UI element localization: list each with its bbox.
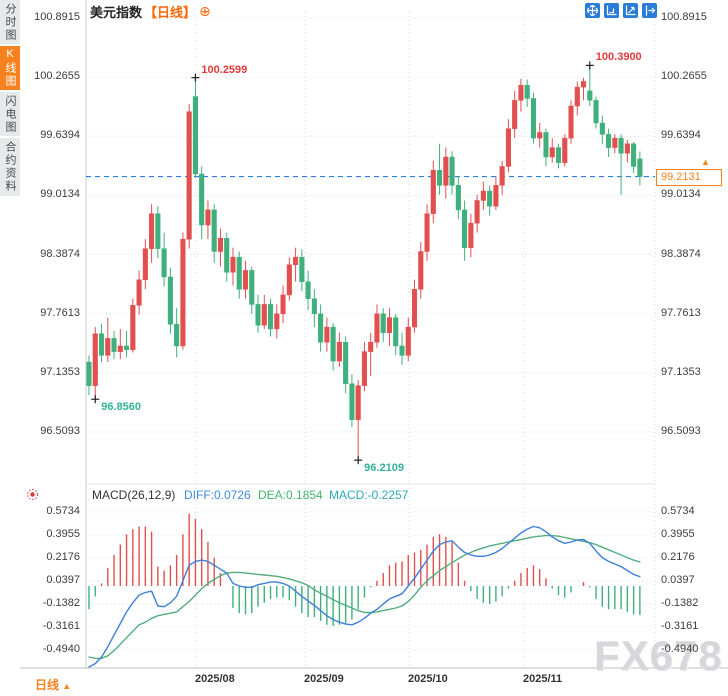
price-axis-label-right: 99.6394 [661, 129, 701, 142]
indicator-settings-icon[interactable] [26, 488, 39, 504]
sidebar-item-3[interactable]: 合约资料 [0, 138, 20, 196]
price-axis-label-left: 100.2655 [34, 70, 80, 83]
sidebar-item-0[interactable]: 分时图 [0, 0, 20, 44]
axis-trend-icon[interactable] [623, 3, 638, 18]
current-price-badge: 99.2131 [656, 169, 722, 186]
price-axis-label-left: 99.0134 [40, 188, 80, 201]
instrument-title: 美元指数 [90, 4, 143, 20]
axis-scale-icon[interactable] [604, 3, 619, 18]
macd-header: MACD(26,12,9) DIFF:0.0726 DEA:0.1854 MAC… [0, 488, 728, 503]
macd-axis-label-right: -0.1382 [661, 596, 699, 609]
sidebar: 分时图 K线图 闪电图 合约资料 [0, 0, 20, 198]
extreme-price-label-low: 96.2109 [364, 462, 404, 475]
macd-axis-label-left: 0.0397 [46, 573, 80, 586]
period-selector[interactable]: 日线 ▲ [35, 676, 71, 693]
price-axis-label-left: 98.3874 [40, 247, 80, 260]
watermark: FX678 [594, 632, 723, 679]
macd-title: MACD(26,12,9) [92, 488, 176, 502]
macd-axis-label-left: 0.5734 [46, 504, 80, 517]
macd-axis-label-right: 0.2176 [661, 550, 695, 563]
pan-icon[interactable] [585, 3, 600, 18]
price-axis-label-right: 99.0134 [661, 188, 701, 201]
date-axis-label: 2025/08 [195, 673, 235, 685]
macd-axis-label-right: 0.3955 [661, 527, 695, 540]
macd-axis-label-left: -0.3161 [42, 619, 80, 632]
period-tag: 【日线】 [144, 4, 197, 20]
macd-diff-value: DIFF:0.0726 [184, 488, 251, 502]
price-axis-label-left: 99.6394 [40, 129, 80, 142]
sidebar-item-2[interactable]: 闪电图 [0, 92, 20, 136]
price-axis-label-left: 97.7613 [40, 306, 80, 319]
macd-axis-label-right: 0.5734 [661, 504, 695, 517]
price-axis-label-right: 98.3874 [661, 247, 701, 260]
price-axis-label-right: 97.7613 [661, 306, 701, 319]
price-axis-label-right: 96.5093 [661, 424, 701, 437]
macd-axis-label-right: 0.0397 [661, 573, 695, 586]
date-axis-label: 2025/10 [408, 673, 448, 685]
macd-axis-label-left: -0.4940 [42, 642, 80, 655]
extreme-price-label-high: 100.2599 [201, 63, 248, 76]
macd-axis-label-right: -0.3161 [661, 619, 699, 632]
extreme-price-label-high: 100.3900 [595, 51, 642, 64]
macd-axis-label-left: -0.1382 [42, 596, 80, 609]
price-axis-label-right: 100.2655 [661, 70, 707, 83]
macd-macd-value: MACD:-0.2257 [329, 488, 409, 502]
zoom-in-icon[interactable]: ⊕ [199, 2, 211, 19]
macd-axis-label-left: 0.2176 [46, 550, 80, 563]
price-axis-label-left: 100.8915 [34, 11, 80, 23]
sidebar-item-1[interactable]: K线图 [0, 46, 20, 90]
period-selector-label: 日线 [35, 678, 60, 692]
macd-axis-label-left: 0.3955 [46, 527, 80, 540]
macd-dea-value: DEA:0.1854 [258, 488, 323, 502]
date-axis-label: 2025/09 [304, 673, 344, 685]
macd-axis-label-right: -0.4940 [661, 642, 699, 655]
price-up-arrow-icon: ▲ [701, 157, 710, 167]
price-axis-label-right: 100.8915 [661, 11, 707, 23]
chevron-up-icon: ▲ [62, 681, 72, 691]
price-axis-label-left: 96.5093 [40, 424, 80, 437]
date-axis-label: 2025/11 [523, 673, 563, 685]
chart-toolbar [585, 3, 657, 18]
chart-header: 美元指数 【日线】 ⊕ [90, 2, 211, 20]
price-axis-label-left: 97.1353 [40, 365, 80, 378]
price-axis-label-right: 97.1353 [661, 365, 701, 378]
exit-right-icon[interactable] [642, 3, 657, 18]
extreme-price-label-low: 96.8560 [101, 401, 142, 414]
